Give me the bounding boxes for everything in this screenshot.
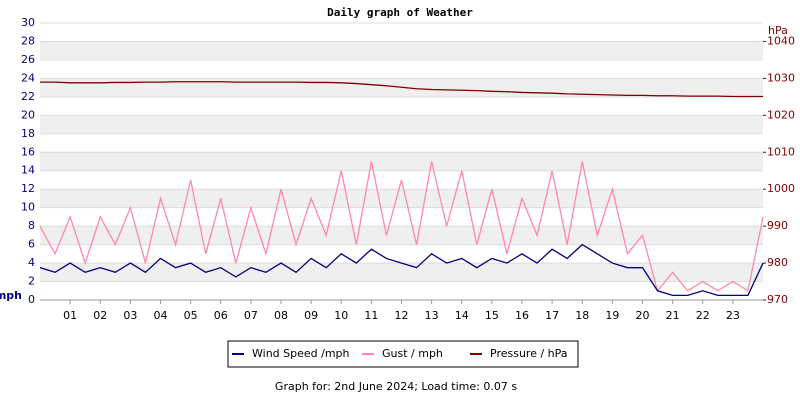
legend-label: Pressure / hPa: [490, 347, 568, 360]
x-tick-label: 10: [334, 309, 348, 322]
grid-band: [40, 133, 763, 153]
x-tick-label: 08: [274, 309, 288, 322]
y-axis-label: mph: [0, 289, 22, 302]
y-tick-label: 16: [21, 145, 35, 158]
grid-band: [40, 41, 763, 60]
y-tick-label: 14: [21, 164, 35, 177]
x-tick-label: 23: [726, 309, 740, 322]
y-tick-label: 24: [21, 71, 35, 84]
x-tick-label: 21: [666, 309, 680, 322]
x-tick-label: 02: [93, 309, 107, 322]
grid-band: [40, 115, 763, 134]
series-line: [39, 161, 764, 293]
y-tick-label: 8: [28, 219, 35, 232]
y2-tick-label: 970: [767, 293, 788, 306]
y-tick-label: 2: [28, 275, 35, 288]
x-tick-label: 01: [63, 309, 77, 322]
y2-tick-label: 1030: [767, 71, 795, 84]
x-tick-label: 12: [395, 309, 409, 322]
y-tick-label: 0: [28, 293, 35, 306]
y2-axis-label: hPa: [768, 24, 788, 37]
x-tick-label: 15: [485, 309, 499, 322]
grid-band: [40, 281, 763, 300]
grid-band: [40, 189, 763, 208]
grid-band: [40, 226, 763, 245]
x-tick-label: 07: [244, 309, 258, 322]
x-tick-label: 16: [515, 309, 529, 322]
y2-tick-label: 1010: [767, 145, 795, 158]
y2-tick-label: 990: [767, 219, 788, 232]
x-tick-label: 09: [304, 309, 318, 322]
footer: Graph for: 2nd June 2024; Load time: 0.0…: [275, 380, 517, 393]
grid-band: [40, 23, 763, 42]
y-tick-label: 4: [28, 256, 35, 269]
x-tick-label: 06: [214, 309, 228, 322]
grid-band: [40, 207, 763, 227]
x-tick-label: 03: [123, 309, 137, 322]
legend-box: [227, 340, 579, 368]
x-tick-label: 14: [455, 309, 469, 322]
grid-band: [40, 96, 763, 116]
grid-band: [40, 152, 763, 171]
chart-title: Daily graph of Weather: [327, 6, 473, 19]
x-tick-label: 11: [364, 309, 378, 322]
y-tick-label: 18: [21, 127, 35, 140]
series-line: [39, 243, 764, 297]
x-tick-label: 22: [696, 309, 710, 322]
y-tick-label: 6: [28, 238, 35, 251]
y2-tick-label: 1040: [767, 34, 795, 47]
series-line: [40, 81, 763, 98]
legend-label: Gust / mph: [382, 347, 443, 360]
y-tick-label: 26: [21, 53, 35, 66]
y-tick-label: 12: [21, 182, 35, 195]
y-tick-label: 10: [21, 201, 35, 214]
legend-label: Wind Speed /mph: [252, 347, 350, 360]
y2-tick-label: 1000: [767, 182, 795, 195]
x-tick-label: 04: [154, 309, 168, 322]
x-tick-label: 20: [636, 309, 650, 322]
grid-band: [40, 59, 763, 79]
x-tick-label: 17: [545, 309, 559, 322]
x-tick-label: 18: [575, 309, 589, 322]
y-tick-label: 30: [21, 16, 35, 29]
y-tick-label: 22: [21, 90, 35, 103]
x-tick-label: 05: [184, 309, 198, 322]
grid-band: [40, 244, 763, 264]
y2-tick-label: 1020: [767, 108, 795, 121]
y-tick-label: 28: [21, 34, 35, 47]
x-tick-label: 19: [605, 309, 619, 322]
y-tick-label: 20: [21, 108, 35, 121]
x-tick-label: 13: [425, 309, 439, 322]
y2-tick-label: 980: [767, 256, 788, 269]
